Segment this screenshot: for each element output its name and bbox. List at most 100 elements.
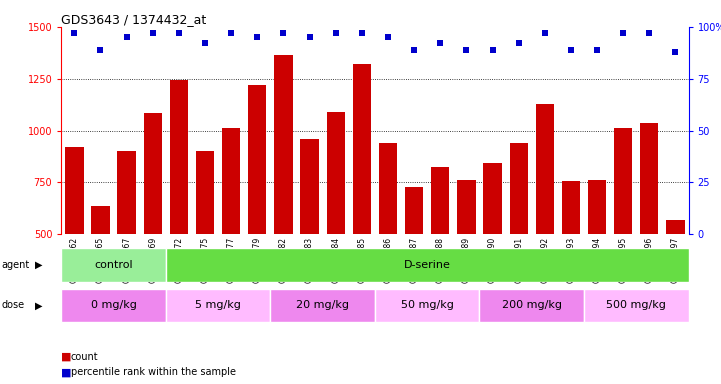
Bar (196, 151, 214, 234)
Text: control: control (94, 260, 133, 270)
Point (617, 30, 629, 36)
Point (68, 30, 80, 36)
Text: GSM271382: GSM271382 (279, 237, 288, 283)
Point (408, 46, 420, 53)
FancyBboxPatch shape (166, 289, 270, 322)
Text: agent: agent (1, 260, 30, 270)
Bar (61, 27, 87, 234)
Bar (349, 27, 375, 234)
Bar (536, 104, 554, 234)
Bar (274, 55, 293, 234)
Text: GSM271394: GSM271394 (593, 237, 601, 283)
Bar (636, 27, 663, 234)
Text: GSM271379: GSM271379 (253, 237, 262, 283)
Bar (244, 27, 270, 234)
Bar (192, 27, 218, 234)
Bar (562, 181, 580, 234)
Bar (584, 27, 610, 234)
Text: GSM271390: GSM271390 (488, 237, 497, 283)
Bar (222, 129, 240, 234)
Text: GSM271386: GSM271386 (384, 237, 392, 283)
Point (252, 34, 263, 40)
Point (670, 49, 681, 55)
Bar (248, 85, 267, 234)
Point (435, 40, 446, 46)
Point (94, 46, 106, 53)
Bar (640, 123, 658, 234)
Bar (479, 27, 505, 234)
Text: GSM271365: GSM271365 (96, 237, 105, 283)
Bar (457, 180, 476, 234)
FancyBboxPatch shape (61, 248, 166, 281)
Bar (663, 27, 689, 234)
Text: ■: ■ (61, 367, 72, 377)
Text: GSM271372: GSM271372 (174, 237, 183, 283)
Bar (483, 163, 502, 234)
Text: GSM271369: GSM271369 (149, 237, 157, 283)
FancyBboxPatch shape (270, 289, 375, 322)
Bar (379, 143, 397, 234)
Point (539, 30, 551, 36)
Point (382, 34, 394, 40)
Point (278, 30, 289, 36)
Point (173, 30, 185, 36)
Text: GSM271391: GSM271391 (514, 237, 523, 283)
Bar (166, 27, 192, 234)
Text: GDS3643 / 1374432_at: GDS3643 / 1374432_at (61, 13, 206, 26)
Text: ■: ■ (61, 352, 72, 362)
Bar (92, 206, 110, 234)
Bar (510, 143, 528, 234)
Text: percentile rank within the sample: percentile rank within the sample (71, 367, 236, 377)
Point (330, 30, 342, 36)
Bar (431, 167, 449, 234)
FancyBboxPatch shape (479, 289, 584, 322)
Bar (610, 27, 636, 234)
Text: GSM271396: GSM271396 (645, 237, 654, 283)
Text: GSM271385: GSM271385 (358, 237, 366, 283)
FancyBboxPatch shape (375, 289, 479, 322)
Bar (454, 27, 479, 234)
Bar (531, 27, 558, 234)
Text: 500 mg/kg: 500 mg/kg (606, 300, 666, 310)
Text: GSM271395: GSM271395 (619, 237, 628, 283)
FancyBboxPatch shape (166, 248, 689, 281)
Bar (301, 139, 319, 234)
Bar (114, 27, 140, 234)
Text: 5 mg/kg: 5 mg/kg (195, 300, 241, 310)
Bar (588, 180, 606, 234)
Point (591, 46, 603, 53)
Text: ▶: ▶ (35, 300, 42, 310)
Bar (614, 129, 632, 234)
Text: 200 mg/kg: 200 mg/kg (502, 300, 562, 310)
FancyBboxPatch shape (584, 289, 689, 322)
Bar (405, 187, 423, 234)
Text: 20 mg/kg: 20 mg/kg (296, 300, 349, 310)
Bar (505, 27, 531, 234)
Text: GSM271388: GSM271388 (435, 237, 445, 283)
Text: GSM271389: GSM271389 (462, 237, 471, 283)
Text: GSM271387: GSM271387 (410, 237, 419, 283)
Text: count: count (71, 352, 98, 362)
Point (513, 40, 524, 46)
Bar (169, 80, 188, 234)
Bar (143, 113, 162, 234)
Bar (296, 27, 323, 234)
Bar (666, 220, 685, 234)
Bar (375, 27, 401, 234)
Text: dose: dose (1, 300, 25, 310)
Bar (270, 27, 296, 234)
Text: 0 mg/kg: 0 mg/kg (91, 300, 136, 310)
Text: GSM271392: GSM271392 (540, 237, 549, 283)
Bar (427, 27, 454, 234)
Bar (401, 27, 427, 234)
Text: GSM271384: GSM271384 (331, 237, 340, 283)
Bar (353, 64, 371, 234)
Point (304, 34, 315, 40)
Point (199, 40, 211, 46)
Text: GSM271383: GSM271383 (305, 237, 314, 283)
Text: GSM271367: GSM271367 (122, 237, 131, 283)
FancyBboxPatch shape (61, 289, 166, 322)
Bar (323, 27, 349, 234)
Text: D-serine: D-serine (404, 260, 451, 270)
Bar (118, 151, 136, 234)
